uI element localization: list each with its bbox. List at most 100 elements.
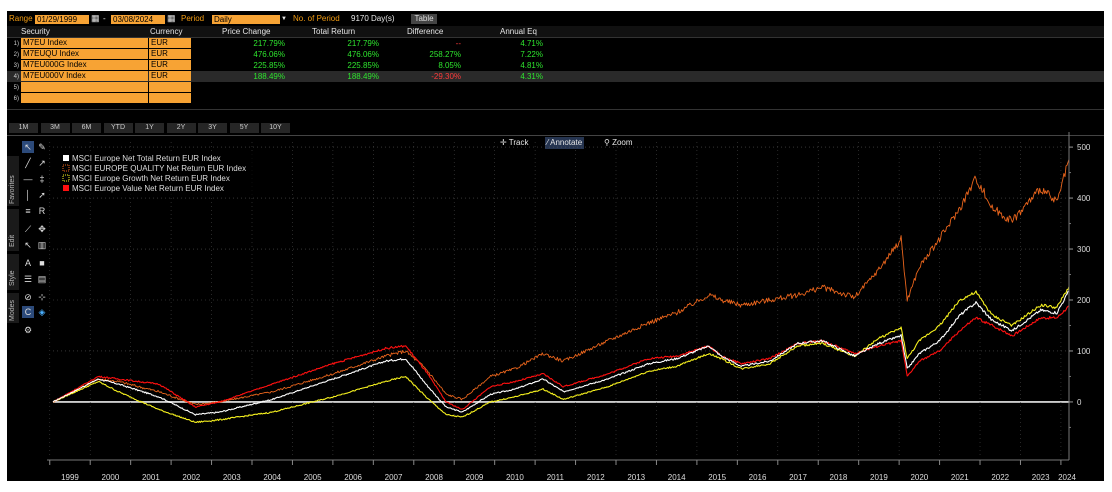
security-cell[interactable]: M7EUQU Index (21, 49, 148, 59)
x-tick-label: 2022 (991, 473, 1009, 481)
column-header-annual-eq[interactable]: Annual Eq (500, 27, 537, 36)
chart-series (52, 159, 1070, 424)
fill-color-icon[interactable]: ■ (39, 258, 45, 268)
performance-chart[interactable]: 500 400 300 200 100 0 1999 2000 2001 2002 2003 200… (7, 122, 1104, 481)
timeframe-10y-button[interactable]: 10Y (261, 123, 290, 133)
range-start-field[interactable]: 01/29/1999 (35, 15, 89, 24)
calendar-icon[interactable]: ▦ (167, 13, 176, 23)
column-header-security[interactable]: Security (21, 27, 50, 36)
x-tick-label: 2018 (830, 473, 848, 481)
retracement-icon[interactable]: R (38, 206, 46, 216)
y-tick-label: 300 (1077, 245, 1091, 254)
table-row[interactable]: 1) M7EU Index EUR 217.79% 217.79% -- 4.71% (7, 38, 1104, 49)
table-divider (7, 109, 1104, 110)
security-cell[interactable]: M7EU000G Index (21, 60, 148, 70)
y-tick-label: 0 (1077, 398, 1082, 407)
x-tick-label: 2004 (263, 473, 281, 481)
line-icon[interactable]: ╱ (25, 158, 31, 168)
column-header-price-change[interactable]: Price Change (222, 27, 271, 36)
column-header-total-return[interactable]: Total Return (312, 27, 356, 36)
timeframe-2y-button[interactable]: 2Y (166, 123, 196, 133)
timeframe-1y-button[interactable]: 1Y (135, 123, 164, 133)
price-change-cell: 476.06% (253, 50, 285, 59)
security-cell[interactable] (21, 82, 148, 92)
column-header-difference[interactable]: Difference (407, 27, 444, 36)
difference-cell: 258.27% (429, 50, 461, 59)
color-palette-icon[interactable]: ◈ (38, 307, 46, 317)
curve-mode-icon[interactable]: C (22, 306, 34, 318)
trash-icon[interactable]: ▥ (37, 240, 47, 250)
dropdown-arrow-icon[interactable]: ▼ (281, 16, 287, 22)
timeframe-3m-button[interactable]: 3M (40, 123, 70, 133)
security-cell[interactable] (21, 93, 148, 103)
line-weight-icon[interactable]: ☰ (23, 274, 33, 284)
total-return-cell: 476.06% (347, 50, 379, 59)
y-axis: 500 400 300 200 100 0 (1068, 132, 1091, 460)
range-end-field[interactable]: 03/08/2024 (111, 15, 165, 24)
tab-modes[interactable]: Modes (7, 293, 19, 323)
total-return-cell: 225.85% (347, 61, 379, 70)
y-tick-label: 500 (1077, 143, 1091, 152)
price-change-cell: 188.49% (253, 72, 285, 81)
legend-entry: MSCI Europe Net Total Return EUR Index (72, 154, 221, 163)
line-style-icon[interactable]: ▤ (37, 274, 47, 284)
annual-eq-cell: 4.31% (520, 72, 543, 81)
horizontal-line-icon[interactable]: — (23, 174, 33, 184)
table-button[interactable]: Table (411, 14, 437, 24)
security-cell[interactable]: M7EU000V Index (21, 71, 148, 81)
x-tick-label: 2002 (182, 473, 200, 481)
table-row[interactable]: 5) (7, 82, 1104, 93)
row-number: 4) (13, 74, 19, 80)
percent-line-icon[interactable]: ‡ (39, 174, 45, 184)
ray-icon[interactable]: ↗ (38, 158, 46, 168)
calendar-icon[interactable]: ▦ (91, 13, 100, 23)
table-row[interactable]: 2) M7EUQU Index EUR 476.06% 476.06% 258.27% 7.… (7, 49, 1104, 60)
price-change-cell: 225.85% (253, 61, 285, 70)
currency-cell: EUR (149, 60, 191, 70)
x-tick-label: 2005 (304, 473, 322, 481)
timeframe-5y-button[interactable]: 5Y (229, 123, 259, 133)
timeframe-3y-button[interactable]: 3Y (198, 123, 227, 133)
timeframe-6m-button[interactable]: 6M (72, 123, 101, 133)
annotate-tool[interactable]: ⁄ Annotate (545, 137, 585, 149)
x-axis: 1999 2000 2001 2002 2003 2004 2005 2006 2007 2008… (47, 459, 1076, 481)
x-tick-label: 2017 (789, 473, 807, 481)
timeframe-1m-button[interactable]: 1M (9, 123, 38, 133)
tab-style[interactable]: Style (7, 254, 19, 290)
magnet-icon[interactable]: ⊘ (24, 292, 32, 302)
legend-swatch (63, 155, 69, 161)
column-header-currency[interactable]: Currency (150, 27, 183, 36)
table-row[interactable]: 4) M7EU000V Index EUR 188.49% 188.49% -29.30%… (7, 71, 1104, 82)
currency-cell (149, 93, 191, 103)
x-tick-label: 2007 (385, 473, 403, 481)
series-line-3 (52, 305, 1070, 410)
snap-icon[interactable]: ⊹ (38, 292, 46, 302)
table-row[interactable]: 3) M7EU000G Index EUR 225.85% 225.85% 8.05% 4.… (7, 60, 1104, 71)
num-period-label: No. of Period (293, 14, 340, 23)
difference-cell: -29.30% (431, 72, 461, 81)
zoom-tool[interactable]: ⚲ Zoom (604, 138, 633, 148)
currency-cell: EUR (149, 38, 191, 48)
pointer-icon[interactable]: ↖ (22, 141, 34, 153)
channel-icon[interactable]: ≡ (25, 206, 31, 216)
settings-gear-icon[interactable]: ⚙ (23, 325, 33, 335)
tab-favorites[interactable]: Favorites (7, 156, 19, 206)
period-select[interactable]: Daily (212, 15, 280, 24)
move-icon[interactable]: ✥ (38, 224, 46, 234)
track-tool[interactable]: ✛ Track (500, 138, 528, 148)
select-icon[interactable]: ↖ (24, 240, 32, 250)
arrow-line-icon[interactable]: ➚ (38, 190, 46, 200)
edit-line-icon[interactable]: ⟋ (24, 224, 32, 234)
x-tick-label: 2003 (223, 473, 241, 481)
x-tick-label: 2012 (587, 473, 605, 481)
table-row[interactable]: 6) (7, 93, 1104, 104)
text-style-icon[interactable]: A (24, 258, 31, 268)
x-tick-label: 2009 (466, 473, 484, 481)
pen-icon[interactable]: ✎ (38, 142, 46, 152)
x-tick-label: 2000 (102, 473, 120, 481)
tab-edit[interactable]: Edit (7, 209, 19, 251)
crosshair-icon: ✛ (500, 138, 507, 147)
vertical-line-icon[interactable]: │ (25, 190, 31, 200)
security-cell[interactable]: M7EU Index (21, 38, 148, 48)
timeframe-ytd-button[interactable]: YTD (103, 123, 133, 133)
